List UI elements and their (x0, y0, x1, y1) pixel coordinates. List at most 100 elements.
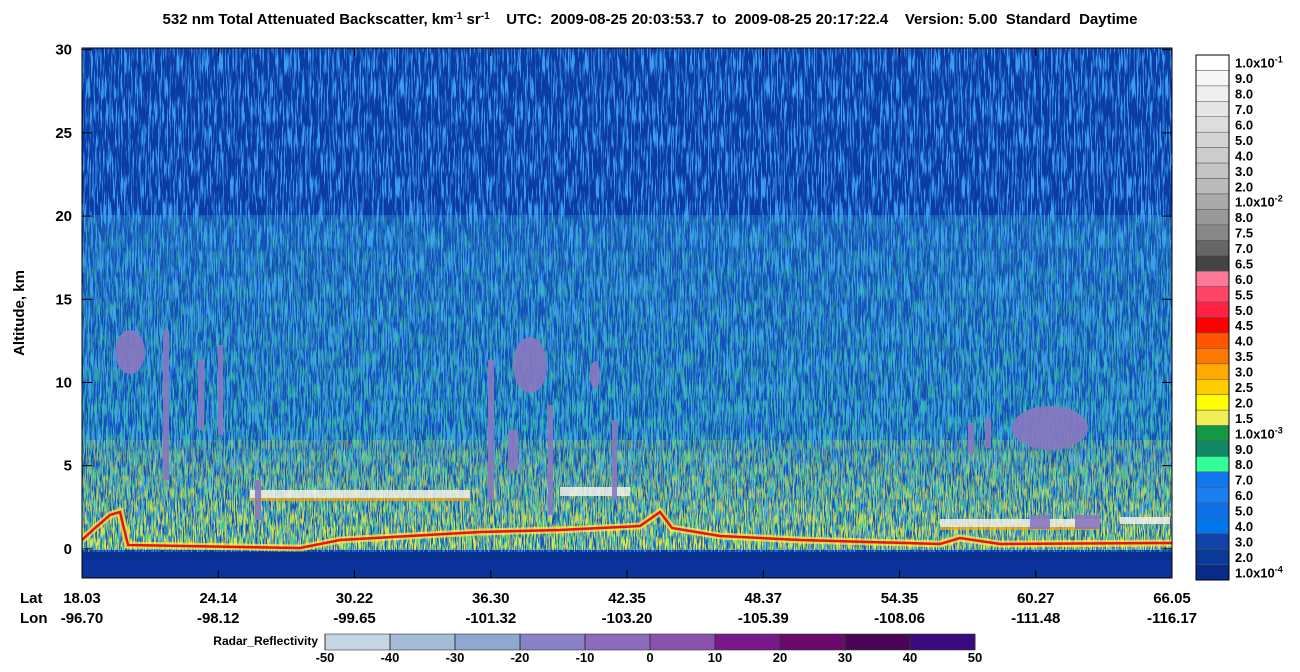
radar-colorbar-cell (324, 633, 391, 651)
colorbar-label: 9.0 (1235, 71, 1253, 86)
lat-label: 30.22 (336, 590, 374, 607)
lat-label: 54.35 (881, 590, 919, 607)
title-part: 532 nm Total Attenuated Backscatter, km (163, 11, 454, 28)
colorbar-label-exp: -2 (1275, 194, 1283, 204)
colorbar-label: 4.0 (1235, 519, 1253, 534)
colorbar-cell (1195, 456, 1230, 473)
colorbar-label: 1.0x10-4 (1235, 564, 1283, 580)
row-label: Lat (20, 590, 43, 607)
colorbar-label: 1.0x10-3 (1235, 425, 1283, 441)
radar-colorbar-cell (714, 633, 781, 651)
lon-label: -96.70 (61, 610, 104, 627)
colorbar-label: 7.5 (1235, 226, 1253, 241)
colorbar-label: 4.0 (1235, 148, 1253, 163)
colorbar-cell (1195, 363, 1230, 380)
colorbar-cell (1195, 54, 1230, 71)
colorbar-label: 1.0x10-2 (1235, 194, 1283, 210)
colorbar-cell (1195, 548, 1230, 565)
lon-label: -103.20 (602, 610, 653, 627)
colorbar-label-base: 1.0x10 (1235, 195, 1275, 210)
colorbar: 1.0x10-19.08.07.06.05.04.03.02.01.0x10-2… (1195, 54, 1283, 581)
radar-tick-label: 40 (903, 650, 917, 665)
colorbar-label: 4.5 (1235, 318, 1253, 333)
colorbar-cell (1195, 240, 1230, 256)
colorbar-label: 8.0 (1235, 457, 1253, 472)
lat-label: 60.27 (1017, 590, 1055, 607)
colorbar-label: 4.0 (1235, 334, 1253, 349)
colorbar-label-exp: -1 (1275, 55, 1283, 65)
colorbar-label: 6.0 (1235, 488, 1253, 503)
colorbar-cell (1195, 440, 1230, 457)
colorbar-label: 1.5 (1235, 411, 1253, 426)
colorbar-label: 9.0 (1235, 442, 1253, 457)
radar-colorbar: -50 -40 -30 -20 -10 0 10 20 30 40 50 (316, 633, 982, 665)
colorbar-label: 8.0 (1235, 87, 1253, 102)
radar-colorbar-cell (779, 633, 846, 651)
colorbar-label: 7.0 (1235, 473, 1253, 488)
lat-label: 42.35 (608, 590, 646, 607)
y-tick-label: 15 (55, 291, 72, 308)
colorbar-cell (1195, 270, 1230, 287)
colorbar-frame (1195, 54, 1230, 581)
colorbar-cell (1195, 564, 1230, 581)
colorbar-label: 6.0 (1235, 272, 1253, 287)
y-tick-label: 20 (55, 208, 72, 225)
radar-colorbar-label: Radar_Reflectivity (213, 634, 318, 648)
colorbar-label: 3.0 (1235, 534, 1253, 549)
y-tick-label: 25 (55, 125, 72, 142)
lon-label: -99.65 (333, 610, 376, 627)
colorbar-cell (1195, 425, 1230, 442)
lon-label: -105.39 (738, 610, 789, 627)
title-superscript: -1 (481, 11, 490, 22)
radar-tick-label: -40 (381, 650, 400, 665)
colorbar-cell (1195, 487, 1230, 504)
colorbar-cell (1195, 255, 1230, 272)
colorbar-label: 3.5 (1235, 349, 1253, 364)
lat-label: 66.05 (1153, 590, 1191, 607)
colorbar-label: 2.0 (1235, 395, 1253, 410)
radar-tick-label: 0 (646, 650, 653, 665)
y-tick-label: 5 (64, 458, 72, 475)
colorbar-cell (1195, 286, 1230, 303)
colorbar-label-base: 1.0x10 (1235, 56, 1275, 71)
colorbar-cell (1195, 533, 1230, 550)
radar-tick-label: 10 (708, 650, 722, 665)
title-part: sr (462, 11, 481, 28)
colorbar-cell (1195, 301, 1230, 318)
colorbar-cell (1195, 517, 1230, 534)
colorbar-cell (1195, 147, 1230, 164)
colorbar-cell (1195, 348, 1230, 365)
colorbar-cell (1195, 70, 1230, 87)
colorbar-label: 7.0 (1235, 241, 1253, 256)
colorbar-cell (1195, 471, 1230, 488)
radar-colorbar-cell (844, 633, 911, 651)
colorbar-label: 7.0 (1235, 102, 1253, 117)
colorbar-label: 5.0 (1235, 504, 1253, 519)
colorbar-label: 2.0 (1235, 179, 1253, 194)
colorbar-cell (1195, 162, 1230, 179)
colorbar-cell (1195, 131, 1230, 148)
lat-label: 24.14 (199, 590, 237, 607)
radar-colorbar-cell (389, 633, 456, 651)
colorbar-label: 5.5 (1235, 287, 1253, 302)
radar-tick-label: 20 (773, 650, 787, 665)
colorbar-label: 1.0x10-1 (1235, 55, 1283, 71)
radar-colorbar-cell (519, 633, 586, 651)
radar-tick-label: -30 (446, 650, 465, 665)
colorbar-label: 2.5 (1235, 380, 1253, 395)
lat-label: 48.37 (744, 590, 782, 607)
colorbar-label: 6.0 (1235, 117, 1253, 132)
colorbar-label-exp: -3 (1275, 425, 1283, 435)
colorbar-label: 2.0 (1235, 550, 1253, 565)
radar-colorbar-cell (909, 633, 976, 651)
lon-label: -108.06 (874, 610, 925, 627)
colorbar-label-base: 1.0x10 (1235, 426, 1275, 441)
colorbar-label: 6.5 (1235, 256, 1253, 271)
radar-tick-label: -10 (576, 650, 595, 665)
colorbar-cell (1195, 193, 1230, 210)
colorbar-cell (1195, 178, 1230, 195)
title-superscript: -1 (453, 11, 462, 22)
radar-tick-label: 30 (838, 650, 852, 665)
y-tick-label: 10 (55, 374, 72, 391)
